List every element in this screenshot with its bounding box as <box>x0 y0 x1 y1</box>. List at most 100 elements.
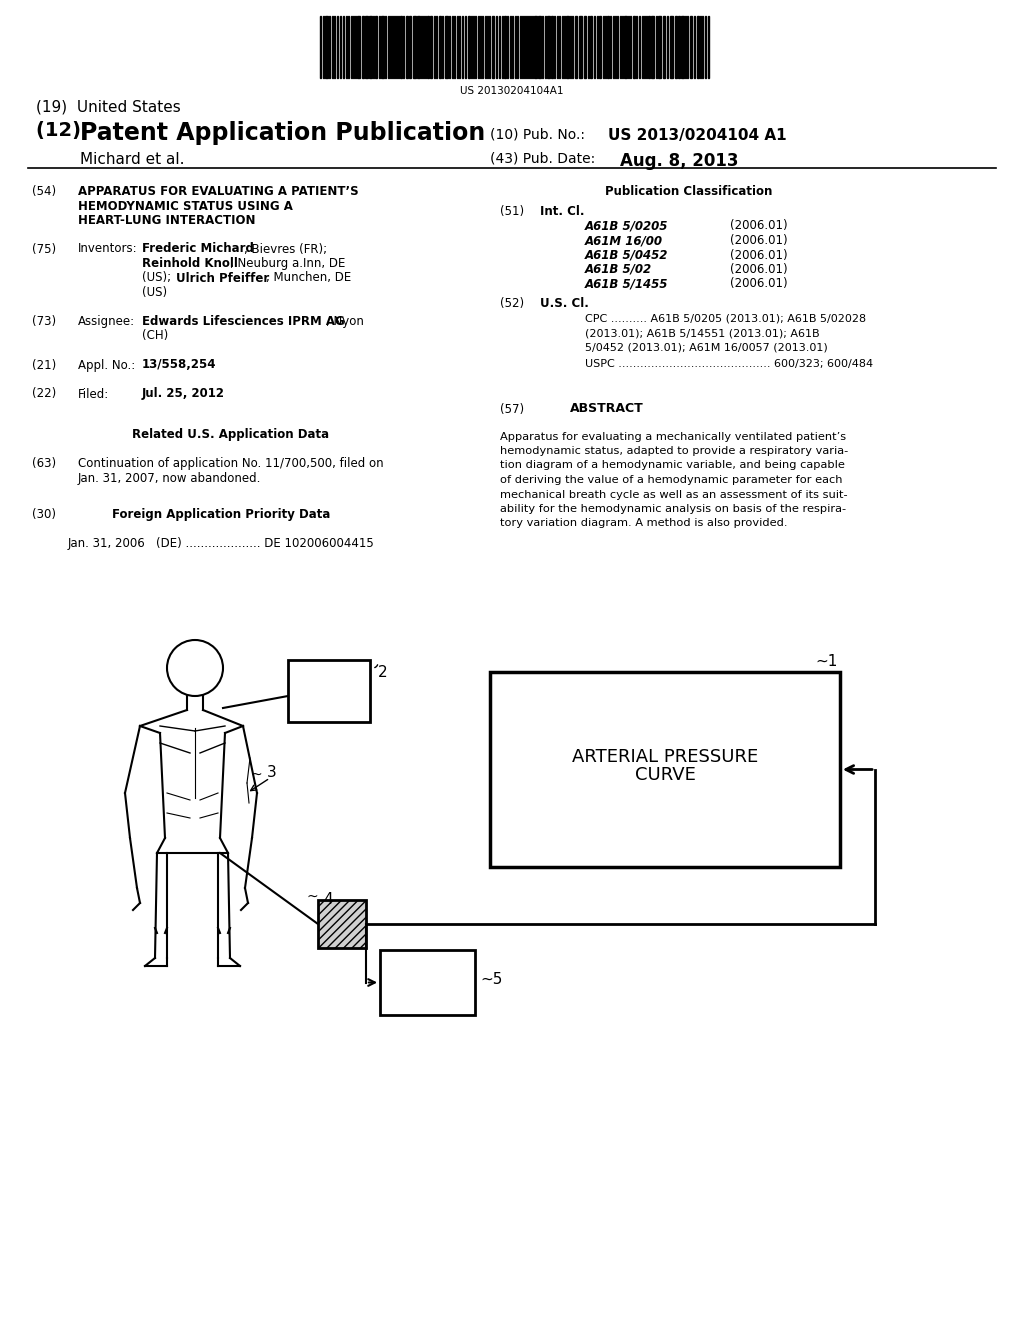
Text: A61M 16/00: A61M 16/00 <box>585 234 663 247</box>
Text: (30): (30) <box>32 508 56 521</box>
Text: (21): (21) <box>32 359 56 371</box>
Text: HEART-LUNG INTERACTION: HEART-LUNG INTERACTION <box>78 214 256 227</box>
Text: tory variation diagram. A method is also provided.: tory variation diagram. A method is also… <box>500 519 787 528</box>
Text: ~: ~ <box>306 890 317 904</box>
Text: (75): (75) <box>32 243 56 256</box>
Text: Apparatus for evaluating a mechanically ventilated patient’s: Apparatus for evaluating a mechanically … <box>500 432 846 441</box>
Text: tion diagram of a hemodynamic variable, and being capable: tion diagram of a hemodynamic variable, … <box>500 461 845 470</box>
Text: (54): (54) <box>32 185 56 198</box>
Bar <box>375 16 377 78</box>
Bar <box>663 16 665 78</box>
Text: US 2013/0204104 A1: US 2013/0204104 A1 <box>608 128 786 143</box>
Bar <box>575 16 577 78</box>
Text: , Munchen, DE: , Munchen, DE <box>266 272 351 285</box>
Text: (CH): (CH) <box>142 330 168 342</box>
Text: , Neuburg a.Inn, DE: , Neuburg a.Inn, DE <box>230 257 345 271</box>
Text: A61B 5/0205: A61B 5/0205 <box>585 219 669 232</box>
Bar <box>445 16 449 78</box>
Text: Jan. 31, 2006   (DE) .................... DE 102006004415: Jan. 31, 2006 (DE) .................... … <box>68 537 375 550</box>
Text: (63): (63) <box>32 457 56 470</box>
Text: Ulrich Pfeiffer: Ulrich Pfeiffer <box>176 272 269 285</box>
Bar <box>430 16 432 78</box>
Bar <box>534 16 537 78</box>
Bar <box>468 16 470 78</box>
Text: Appl. No.:: Appl. No.: <box>78 359 135 371</box>
Bar <box>413 16 416 78</box>
Text: Related U.S. Application Data: Related U.S. Application Data <box>132 428 329 441</box>
Bar <box>288 660 370 722</box>
Text: (22): (22) <box>32 388 56 400</box>
Bar <box>417 16 420 78</box>
Text: USPC .......................................... 600/323; 600/484: USPC ...................................… <box>585 359 873 370</box>
Text: (73): (73) <box>32 315 56 327</box>
Text: Jul. 25, 2012: Jul. 25, 2012 <box>142 388 225 400</box>
Text: Foreign Application Priority Data: Foreign Application Priority Data <box>112 508 331 521</box>
Text: Frederic Michard: Frederic Michard <box>142 243 254 256</box>
Bar <box>504 16 506 78</box>
Text: U.S. Cl.: U.S. Cl. <box>540 297 589 310</box>
Text: 4: 4 <box>323 892 333 907</box>
Bar <box>633 16 635 78</box>
Text: (US): (US) <box>142 286 167 300</box>
Bar <box>590 16 592 78</box>
Bar <box>406 16 408 78</box>
Bar <box>362 16 364 78</box>
Bar <box>357 16 360 78</box>
Bar <box>648 16 650 78</box>
Text: ~: ~ <box>250 768 261 781</box>
Text: (12): (12) <box>36 121 88 140</box>
Bar <box>697 16 699 78</box>
Text: 5/0452 (2013.01); A61M 16/0057 (2013.01): 5/0452 (2013.01); A61M 16/0057 (2013.01) <box>585 342 827 352</box>
Bar <box>380 950 475 1015</box>
Text: ~1: ~1 <box>815 653 838 669</box>
Text: (2006.01): (2006.01) <box>730 263 787 276</box>
Bar <box>670 16 673 78</box>
Bar <box>584 16 586 78</box>
Bar <box>400 16 402 78</box>
Bar <box>381 16 384 78</box>
Text: (43) Pub. Date:: (43) Pub. Date: <box>490 152 595 166</box>
Text: (19)  United States: (19) United States <box>36 100 181 115</box>
Text: A61B 5/02: A61B 5/02 <box>585 263 652 276</box>
Text: ability for the hemodynamic analysis on basis of the respira-: ability for the hemodynamic analysis on … <box>500 504 846 513</box>
Text: Publication Classification: Publication Classification <box>605 185 772 198</box>
Bar <box>369 16 372 78</box>
Bar <box>538 16 541 78</box>
Text: A61B 5/1455: A61B 5/1455 <box>585 277 669 290</box>
Bar <box>599 16 601 78</box>
Bar <box>690 16 692 78</box>
Bar <box>579 16 582 78</box>
Text: 13/558,254: 13/558,254 <box>142 359 216 371</box>
Text: Aug. 8, 2013: Aug. 8, 2013 <box>620 152 738 170</box>
Text: APPARATUS FOR EVALUATING A PATIENT’S: APPARATUS FOR EVALUATING A PATIENT’S <box>78 185 358 198</box>
Bar <box>551 16 553 78</box>
Text: (2006.01): (2006.01) <box>730 219 787 232</box>
Text: (57): (57) <box>500 403 524 416</box>
Bar <box>675 16 677 78</box>
Bar <box>547 16 550 78</box>
Text: (2006.01): (2006.01) <box>730 277 787 290</box>
Text: Edwards Lifesciences IPRM AG: Edwards Lifesciences IPRM AG <box>142 315 345 327</box>
Bar <box>681 16 684 78</box>
Text: Jan. 31, 2007, now abandoned.: Jan. 31, 2007, now abandoned. <box>78 471 261 484</box>
Text: of deriving the value of a hemodynamic parameter for each: of deriving the value of a hemodynamic p… <box>500 475 843 484</box>
Text: Reinhold Knoll: Reinhold Knoll <box>142 257 238 271</box>
Text: 2: 2 <box>378 665 388 680</box>
Bar <box>325 16 328 78</box>
Text: ~5: ~5 <box>480 972 503 987</box>
Bar <box>492 16 494 78</box>
Bar <box>566 16 569 78</box>
Bar <box>439 16 441 78</box>
Text: hemodynamic status, adapted to provide a respiratory varia-: hemodynamic status, adapted to provide a… <box>500 446 848 455</box>
Bar <box>658 16 662 78</box>
Text: (52): (52) <box>500 297 524 310</box>
Text: ABSTRACT: ABSTRACT <box>570 403 644 416</box>
Text: (51): (51) <box>500 205 524 218</box>
Bar <box>651 16 654 78</box>
Text: Michard et al.: Michard et al. <box>80 152 184 168</box>
Text: , Bievres (FR);: , Bievres (FR); <box>244 243 327 256</box>
Bar <box>678 16 680 78</box>
Text: 3: 3 <box>267 766 276 780</box>
Text: (10) Pub. No.:: (10) Pub. No.: <box>490 128 585 143</box>
Bar <box>624 16 627 78</box>
